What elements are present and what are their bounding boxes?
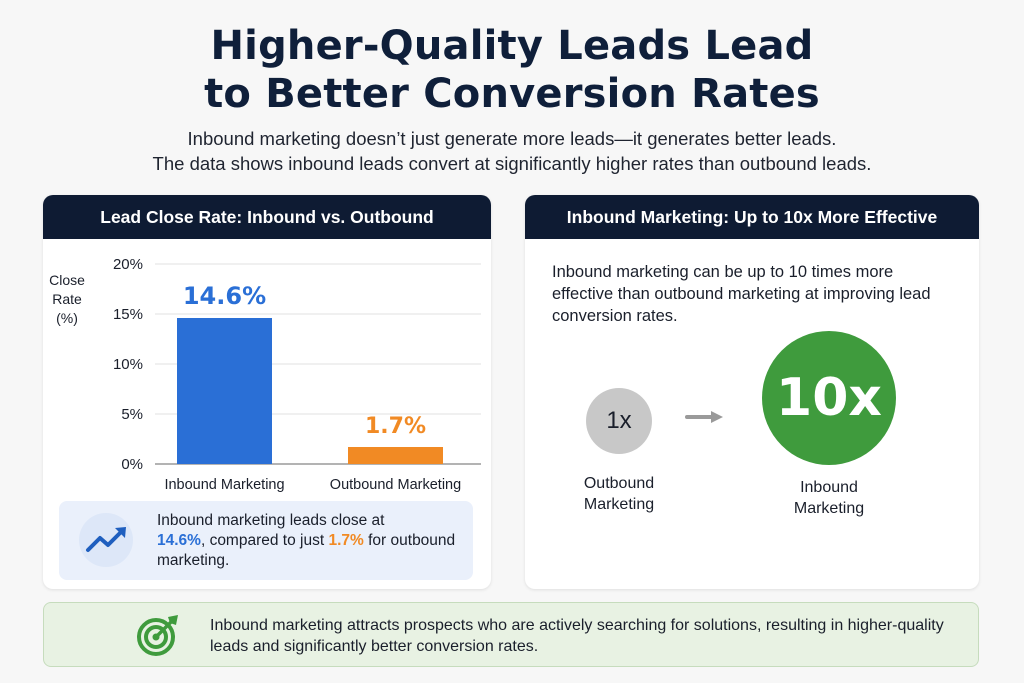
bar-value-label: 14.6% xyxy=(183,282,266,310)
x-category-label: Outbound Marketing xyxy=(330,477,461,493)
title-line-1: Higher-Quality Leads Lead xyxy=(210,23,814,69)
close-rate-card-header: Lead Close Rate: Inbound vs. Outbound xyxy=(43,195,491,239)
outbound-1x-circle: 1x xyxy=(586,388,652,454)
y-axis-label: Rate xyxy=(52,291,82,307)
inbound-10x-circle: 10x xyxy=(762,331,896,465)
subtitle-line-2: The data shows inbound leads convert at … xyxy=(152,153,872,174)
trending-up-icon xyxy=(79,513,133,567)
page-subtitle: Inbound marketing doesn’t just generate … xyxy=(0,126,1024,176)
inbound-label: Inbound Marketing xyxy=(793,479,865,517)
insight-text-after: for outbound marketing. xyxy=(157,532,456,569)
conclusion-text: Inbound marketing attracts prospects who… xyxy=(210,617,944,655)
close-rate-card: Lead Close Rate: Inbound vs. Outbound Cl… xyxy=(43,195,491,589)
y-tick-label: 0% xyxy=(121,456,143,473)
y-axis-label: (%) xyxy=(56,310,78,326)
y-tick-label: 15% xyxy=(113,306,143,323)
x-category-label: Inbound Marketing xyxy=(164,477,284,493)
bar-inbound xyxy=(177,318,272,464)
title-line-2: to Better Conversion Rates xyxy=(204,71,820,117)
y-tick-label: 10% xyxy=(113,356,143,373)
insight-outbound-value: 1.7% xyxy=(328,532,364,549)
arrow-right-icon xyxy=(685,411,723,423)
effectiveness-card: Inbound Marketing: Up to 10x More Effect… xyxy=(525,195,979,589)
close-rate-bar-chart: Close Rate (%) 0% 5% 10% 15% 20% 14.6% Inbound Ma… xyxy=(49,256,481,493)
subtitle-line-1: Inbound marketing doesn’t just generate … xyxy=(187,128,837,149)
effectiveness-card-header: Inbound Marketing: Up to 10x More Effect… xyxy=(525,195,979,239)
insight-text-middle: , compared to just xyxy=(200,532,325,549)
insight-box: Inbound marketing leads close at 14.6%, … xyxy=(59,501,473,580)
effectiveness-description: Inbound marketing can be up to 10 times … xyxy=(552,263,931,325)
outbound-label: Outbound Marketing xyxy=(583,475,655,513)
insight-inbound-value: 14.6% xyxy=(157,532,201,549)
page-title: Higher-Quality Leads Lead to Better Conv… xyxy=(0,22,1024,118)
bar-value-label: 1.7% xyxy=(365,414,426,439)
insight-text-before: Inbound marketing leads close at xyxy=(157,512,385,529)
insight-text: Inbound marketing leads close at 14.6%, … xyxy=(157,511,457,571)
bar-outbound xyxy=(348,447,443,464)
target-icon xyxy=(137,615,178,656)
y-axis-label: Close xyxy=(49,272,85,288)
y-tick-label: 20% xyxy=(113,256,143,273)
y-tick-label: 5% xyxy=(121,406,143,423)
conclusion-banner: Inbound marketing attracts prospects who… xyxy=(43,602,979,667)
